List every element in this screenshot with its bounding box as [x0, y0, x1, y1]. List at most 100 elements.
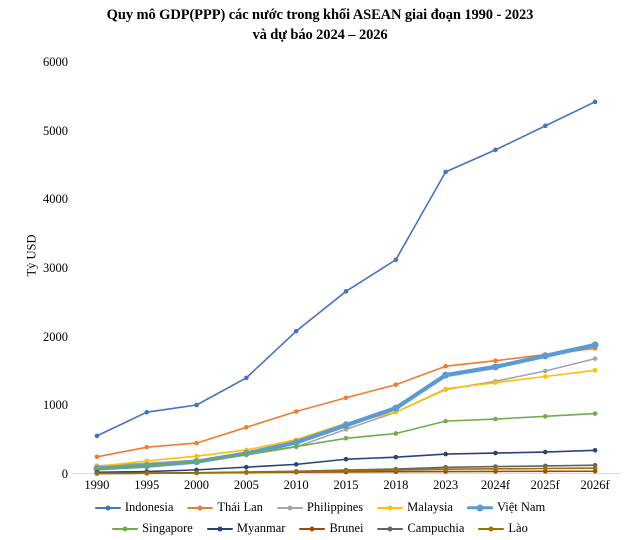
data-point	[144, 444, 150, 450]
legend-label: Lào	[508, 521, 528, 535]
legend-item-indonesia[interactable]: Indonesia	[94, 500, 173, 515]
data-point	[493, 450, 498, 456]
legend-swatch-icon	[299, 523, 326, 535]
data-point	[393, 467, 399, 473]
data-point	[292, 438, 300, 446]
chart-title: Quy mô GDP(PPP) các nước trong khối ASEA…	[40, 6, 600, 45]
y-tick-label: 3000	[43, 260, 68, 275]
data-point	[592, 356, 598, 361]
data-point	[491, 363, 499, 371]
data-point	[442, 371, 450, 379]
x-tick-label: 2015	[333, 478, 359, 492]
y-tick-label: 0	[61, 466, 68, 481]
legend-item-malaysia[interactable]: Malaysia	[377, 500, 453, 515]
data-point	[542, 414, 548, 419]
legend-item-thái-lan[interactable]: Thái Lan	[187, 500, 263, 515]
x-tick-label: 2025f	[530, 478, 560, 492]
data-point	[293, 409, 299, 414]
data-point	[144, 458, 150, 464]
legend-label: Myanmar	[236, 521, 286, 535]
x-tick-label: 2026f	[580, 478, 610, 492]
legend-swatch-icon	[94, 502, 121, 514]
data-point	[443, 466, 448, 472]
data-point	[293, 469, 299, 474]
data-point	[293, 328, 299, 334]
legend-swatch-icon	[478, 523, 505, 535]
data-point	[493, 380, 498, 385]
chart-title-line2: và dự báo 2024 – 2026	[252, 26, 388, 43]
legend-item-brunei[interactable]: Brunei	[299, 521, 363, 536]
data-point	[342, 421, 350, 429]
legend-item-singapore[interactable]: Singapore	[112, 521, 193, 536]
legend-swatch-icon	[112, 523, 139, 535]
data-point	[542, 449, 548, 455]
data-point	[493, 466, 498, 472]
data-point	[244, 425, 249, 430]
data-point	[443, 418, 448, 424]
legend-item-việt-nam[interactable]: Việt Nam	[466, 500, 545, 515]
legend-swatch-icon	[276, 502, 303, 514]
legend-item-lào[interactable]: Lào	[478, 521, 528, 536]
legend-label: Malaysia	[407, 500, 453, 514]
data-point	[343, 435, 349, 441]
x-tick-label: 1990	[84, 478, 110, 492]
data-point	[244, 464, 249, 470]
y-tick-label: 2000	[43, 329, 68, 344]
data-point	[493, 416, 498, 422]
chart-title-line1: Quy mô GDP(PPP) các nước trong khối ASEA…	[106, 7, 534, 23]
data-point	[343, 468, 349, 474]
series-indonesia	[94, 99, 598, 439]
data-point	[592, 448, 598, 453]
series-lào	[94, 465, 598, 476]
legend-swatch-icon	[377, 523, 404, 535]
data-point	[443, 363, 448, 369]
data-point	[592, 368, 598, 373]
series-singapore	[94, 411, 598, 472]
data-point	[392, 404, 400, 412]
legend-swatch-icon	[187, 502, 214, 514]
data-point	[293, 444, 299, 449]
legend-swatch-icon	[377, 502, 404, 514]
data-point	[542, 368, 548, 374]
data-point	[144, 471, 150, 476]
data-point	[443, 169, 448, 175]
data-point	[244, 470, 249, 475]
x-tick-label: 2024f	[480, 478, 511, 492]
y-axis-ticks: 6000 5000 4000 3000 2000 1000 0	[0, 0, 68, 540]
x-tick-label: 2018	[383, 478, 409, 492]
data-point	[144, 463, 150, 469]
data-point	[94, 454, 100, 460]
legend-swatch-icon	[206, 523, 233, 535]
legend-item-philippines[interactable]: Philippines	[276, 500, 364, 515]
x-tick-label: 2023	[433, 478, 459, 492]
data-point	[393, 431, 399, 436]
data-point	[542, 466, 548, 471]
data-point	[194, 440, 199, 446]
data-point	[343, 395, 349, 401]
legend-label: Singapore	[142, 521, 193, 535]
legend-item-campuchia[interactable]: Campuchia	[377, 521, 464, 536]
legend-label: Campuchia	[407, 521, 465, 535]
series-line	[96, 357, 596, 467]
data-point	[592, 468, 598, 474]
data-point	[144, 409, 150, 415]
series-line	[94, 342, 598, 471]
data-point	[194, 459, 199, 464]
legend-label: Philippines	[306, 500, 364, 514]
series-line	[96, 101, 596, 437]
data-point	[194, 470, 199, 476]
legend-label: Thái Lan	[217, 500, 263, 514]
data-point	[94, 471, 100, 476]
data-point	[94, 433, 100, 439]
x-tick-label: 2005	[233, 478, 259, 492]
data-point	[542, 123, 548, 129]
data-point	[393, 382, 399, 388]
data-point	[343, 289, 349, 294]
data-point	[244, 375, 249, 381]
data-point	[393, 257, 399, 263]
legend-swatch-icon	[466, 502, 493, 514]
data-point	[541, 352, 549, 360]
y-tick-label: 1000	[43, 398, 68, 413]
legend-item-myanmar[interactable]: Myanmar	[206, 521, 286, 536]
